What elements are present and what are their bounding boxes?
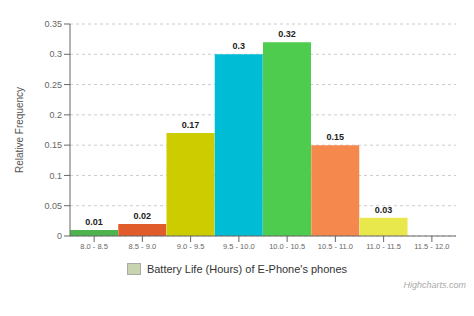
svg-text:8.0 - 8.5: 8.0 - 8.5 <box>80 242 108 251</box>
svg-text:8.5 - 9.0: 8.5 - 9.0 <box>129 242 157 251</box>
html-text:Highcharts.com: Highcharts.com <box>403 280 466 290</box>
svg-text:0.15: 0.15 <box>44 140 62 150</box>
svg-text:0.02: 0.02 <box>133 211 151 221</box>
svg-text:9.5 - 10.0: 9.5 - 10.0 <box>223 242 255 251</box>
svg-text:0.3: 0.3 <box>232 41 245 51</box>
svg-text:0.35: 0.35 <box>44 19 62 29</box>
svg-text:0.32: 0.32 <box>278 29 296 39</box>
svg-text:10.0 - 10.5: 10.0 - 10.5 <box>269 242 305 251</box>
svg-text:0.25: 0.25 <box>44 80 62 90</box>
svg-text:0.03: 0.03 <box>375 205 393 215</box>
svg-text:0.3: 0.3 <box>49 49 62 59</box>
html-text:Battery Life (Hours) of E-Phon: Battery Life (Hours) of E-Phone's phones <box>146 263 348 275</box>
svg-text:0.17: 0.17 <box>182 120 200 130</box>
svg-text:0.01: 0.01 <box>85 217 103 227</box>
svg-text:10.5 - 11.0: 10.5 - 11.0 <box>318 242 353 251</box>
svg-text:0.15: 0.15 <box>326 132 344 142</box>
svg-text:0.1: 0.1 <box>49 171 62 181</box>
svg-text:9.0 - 9.5: 9.0 - 9.5 <box>177 242 205 251</box>
svg-text:0.05: 0.05 <box>44 201 62 211</box>
svg-text:11.5 - 12.0: 11.5 - 12.0 <box>414 242 449 251</box>
svg-text:0: 0 <box>57 231 62 241</box>
svg-text:0.2: 0.2 <box>49 110 62 120</box>
svg-text:Relative Frequency: Relative Frequency <box>14 87 25 173</box>
svg-text:11.0 - 11.5: 11.0 - 11.5 <box>366 242 401 251</box>
